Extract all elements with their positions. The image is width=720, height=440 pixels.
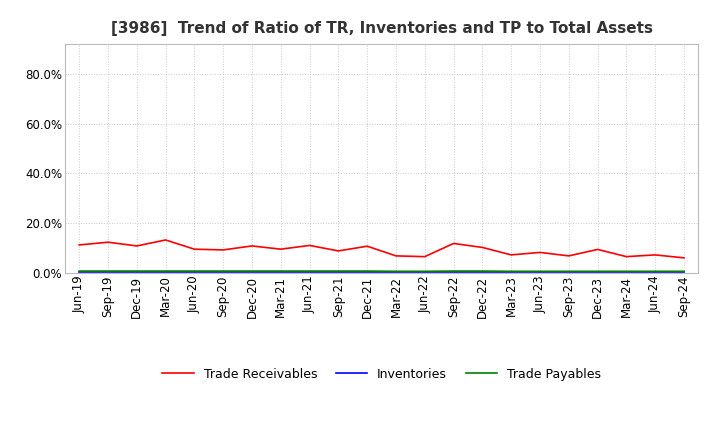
Trade Payables: [132, 268, 141, 274]
Inventories: [449, 269, 458, 275]
Inventories: [190, 269, 199, 275]
Trade Payables: [276, 268, 285, 274]
Trade Receivables: [161, 237, 170, 242]
Trade Payables: [449, 268, 458, 274]
Inventories: [622, 269, 631, 275]
Trade Payables: [536, 269, 544, 274]
Trade Receivables: [507, 252, 516, 257]
Inventories: [680, 269, 688, 275]
Trade Payables: [363, 268, 372, 274]
Inventories: [104, 269, 112, 275]
Legend: Trade Receivables, Inventories, Trade Payables: Trade Receivables, Inventories, Trade Pa…: [157, 363, 606, 385]
Trade Receivables: [104, 239, 112, 245]
Trade Receivables: [132, 243, 141, 249]
Trade Payables: [651, 269, 660, 274]
Trade Payables: [593, 269, 602, 274]
Inventories: [651, 269, 660, 275]
Inventories: [305, 269, 314, 275]
Trade Payables: [248, 268, 256, 274]
Trade Payables: [190, 268, 199, 274]
Trade Payables: [104, 268, 112, 274]
Trade Receivables: [449, 241, 458, 246]
Trade Payables: [75, 268, 84, 274]
Trade Payables: [392, 269, 400, 274]
Inventories: [248, 269, 256, 275]
Trade Receivables: [536, 250, 544, 255]
Inventories: [392, 269, 400, 275]
Trade Receivables: [564, 253, 573, 259]
Trade Payables: [680, 269, 688, 274]
Trade Receivables: [276, 246, 285, 252]
Trade Receivables: [478, 245, 487, 250]
Trade Receivables: [651, 252, 660, 257]
Trade Payables: [161, 268, 170, 274]
Inventories: [420, 269, 429, 275]
Inventories: [75, 269, 84, 275]
Trade Receivables: [680, 255, 688, 260]
Inventories: [536, 269, 544, 275]
Trade Receivables: [622, 254, 631, 259]
Trade Receivables: [190, 246, 199, 252]
Inventories: [219, 269, 228, 275]
Trade Receivables: [593, 247, 602, 252]
Trade Payables: [334, 268, 343, 274]
Inventories: [161, 269, 170, 275]
Trade Receivables: [420, 254, 429, 259]
Inventories: [564, 269, 573, 275]
Trade Receivables: [248, 243, 256, 249]
Trade Payables: [478, 268, 487, 274]
Trade Receivables: [334, 248, 343, 253]
Trade Payables: [507, 269, 516, 274]
Inventories: [334, 269, 343, 275]
Trade Payables: [219, 268, 228, 274]
Trade Receivables: [392, 253, 400, 259]
Inventories: [478, 269, 487, 275]
Trade Payables: [305, 268, 314, 274]
Inventories: [363, 269, 372, 275]
Trade Receivables: [219, 247, 228, 253]
Inventories: [507, 269, 516, 275]
Line: Trade Receivables: Trade Receivables: [79, 240, 684, 258]
Trade Payables: [622, 269, 631, 274]
Inventories: [593, 269, 602, 275]
Trade Payables: [564, 269, 573, 274]
Trade Receivables: [75, 242, 84, 248]
Trade Receivables: [363, 244, 372, 249]
Trade Payables: [420, 269, 429, 274]
Inventories: [132, 269, 141, 275]
Title: [3986]  Trend of Ratio of TR, Inventories and TP to Total Assets: [3986] Trend of Ratio of TR, Inventories…: [111, 21, 652, 36]
Trade Receivables: [305, 243, 314, 248]
Inventories: [276, 269, 285, 275]
